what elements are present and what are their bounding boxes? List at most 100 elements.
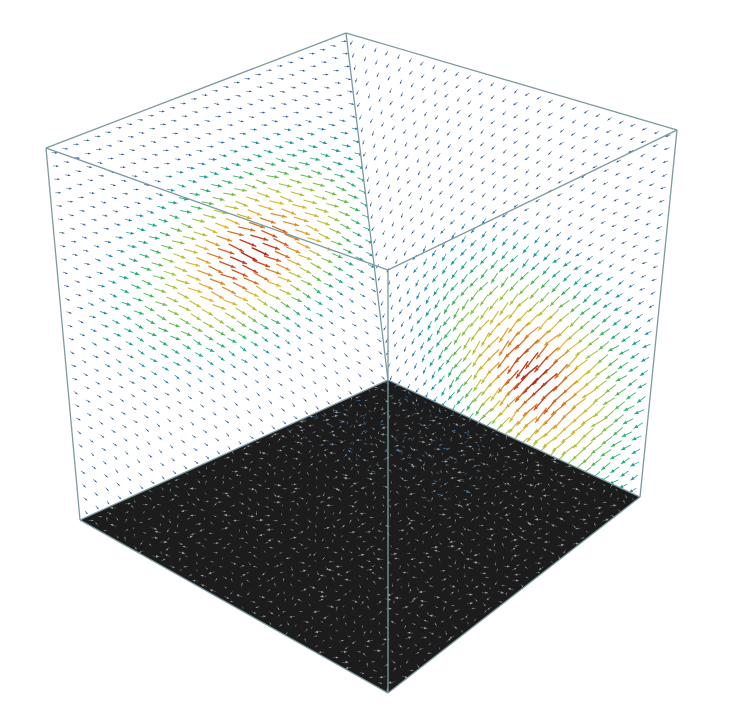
field-arrowhead bbox=[147, 281, 152, 285]
field-arrowhead bbox=[290, 583, 292, 586]
field-arrowhead bbox=[234, 149, 238, 153]
field-arrowhead bbox=[362, 46, 364, 49]
field-arrowhead bbox=[365, 83, 368, 86]
field-arrowhead bbox=[412, 401, 415, 405]
field-arrowhead bbox=[256, 212, 262, 216]
field-arrowhead bbox=[343, 467, 345, 469]
field-arrowhead bbox=[368, 530, 371, 533]
field-arrowhead bbox=[156, 250, 161, 254]
field-arrowhead bbox=[303, 588, 307, 591]
field-arrowhead bbox=[241, 323, 247, 327]
field-arrowhead bbox=[95, 522, 98, 525]
field-arrowhead bbox=[451, 235, 455, 239]
field-arrowhead bbox=[140, 542, 143, 545]
field-arrowhead bbox=[312, 369, 315, 372]
field-arrowhead bbox=[424, 626, 428, 630]
field-arrowhead bbox=[344, 650, 347, 654]
field-arrowhead bbox=[541, 284, 545, 289]
field-arrowhead bbox=[294, 483, 297, 486]
field-arrowhead bbox=[421, 467, 423, 469]
field-arrowhead bbox=[136, 285, 141, 289]
field-arrowhead bbox=[578, 502, 580, 505]
field-arrowhead bbox=[314, 382, 316, 384]
field-arrowhead bbox=[362, 541, 365, 543]
field-arrowhead bbox=[325, 587, 327, 589]
field-arrowhead bbox=[455, 423, 459, 426]
field-arrowhead bbox=[372, 506, 374, 508]
field-arrowhead bbox=[413, 438, 415, 440]
field-arrowhead bbox=[254, 474, 256, 476]
field-arrowhead bbox=[253, 128, 257, 131]
field-arrowhead bbox=[121, 263, 126, 267]
field-arrowhead bbox=[348, 635, 351, 637]
field-arrowhead bbox=[541, 507, 542, 509]
field-arrowhead bbox=[583, 518, 586, 521]
field-arrowhead bbox=[245, 386, 248, 388]
field-arrowhead bbox=[341, 639, 344, 642]
field-arrowhead bbox=[352, 641, 355, 644]
field-arrowhead bbox=[267, 514, 270, 517]
field-arrowhead bbox=[452, 412, 454, 414]
field-arrowhead bbox=[224, 513, 228, 517]
field-arrowhead bbox=[215, 242, 220, 246]
field-arrowhead bbox=[160, 552, 162, 555]
field-arrowhead bbox=[169, 521, 171, 524]
field-arrowhead bbox=[349, 590, 351, 592]
field-arrowhead bbox=[513, 476, 516, 478]
field-arrowhead bbox=[537, 110, 540, 113]
field-arrowhead bbox=[75, 392, 78, 395]
field-arrowhead bbox=[528, 523, 531, 526]
field-arrowhead bbox=[391, 650, 394, 653]
field-arrowhead bbox=[613, 199, 617, 202]
field-arrowhead bbox=[199, 529, 203, 532]
field-arrowhead bbox=[333, 136, 338, 140]
field-arrowhead bbox=[274, 308, 279, 313]
field-arrowhead bbox=[320, 595, 324, 598]
field-arrowhead bbox=[166, 548, 169, 551]
field-arrowhead bbox=[495, 582, 497, 585]
field-arrowhead bbox=[440, 438, 442, 440]
field-arrowhead bbox=[230, 327, 235, 332]
field-arrowhead bbox=[430, 415, 432, 417]
field-arrowhead bbox=[196, 554, 198, 557]
field-arrowhead bbox=[412, 109, 415, 112]
field-arrowhead bbox=[442, 427, 444, 429]
field-arrowhead bbox=[301, 497, 304, 500]
field-arrowhead bbox=[153, 141, 157, 143]
field-arrowhead bbox=[502, 87, 505, 90]
field-arrowhead bbox=[292, 436, 294, 438]
field-arrowhead bbox=[410, 558, 414, 560]
field-arrowhead bbox=[369, 465, 372, 467]
field-arrowhead bbox=[115, 320, 120, 324]
field-arrowhead bbox=[290, 448, 293, 450]
field-arrowhead bbox=[401, 215, 403, 218]
field-arrowhead bbox=[253, 601, 256, 603]
field-arrowhead bbox=[196, 569, 198, 571]
field-arrowhead bbox=[423, 248, 426, 252]
field-arrowhead bbox=[474, 465, 477, 467]
field-arrowhead bbox=[356, 438, 359, 442]
field-arrowhead bbox=[321, 590, 324, 593]
field-arrowhead bbox=[131, 381, 135, 384]
field-arrowhead bbox=[368, 96, 370, 99]
field-arrowhead bbox=[342, 119, 346, 122]
field-arrowhead bbox=[294, 603, 297, 606]
field-arrowhead bbox=[207, 457, 209, 459]
field-arrowhead bbox=[412, 476, 415, 480]
field-arrowhead bbox=[402, 240, 405, 243]
field-arrowhead bbox=[323, 141, 327, 145]
field-arrowhead bbox=[255, 368, 258, 371]
field-arrowhead bbox=[369, 477, 373, 480]
field-arrowhead bbox=[523, 474, 526, 476]
field-arrowhead bbox=[240, 546, 242, 548]
field-arrowhead bbox=[455, 73, 458, 76]
field-arrowhead bbox=[624, 311, 629, 315]
field-arrowhead bbox=[344, 342, 346, 345]
field-arrowhead bbox=[656, 226, 660, 229]
field-arrowhead bbox=[162, 302, 167, 306]
field-arrowhead bbox=[604, 501, 607, 504]
field-arrowhead bbox=[444, 498, 446, 500]
field-arrowhead bbox=[241, 537, 244, 540]
field-arrowhead bbox=[588, 475, 590, 477]
field-arrowhead bbox=[334, 204, 339, 208]
